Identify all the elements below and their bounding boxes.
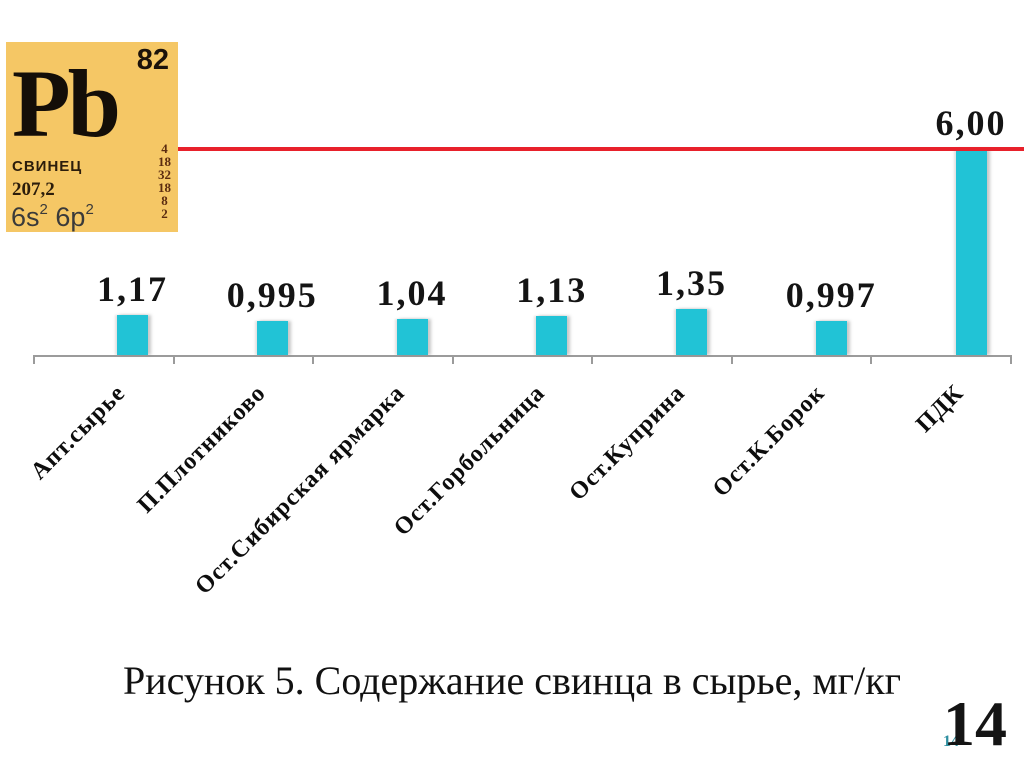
shell-count: 8 bbox=[161, 193, 168, 208]
shell-count: 32 bbox=[158, 167, 171, 182]
category-label: ПДК bbox=[911, 380, 970, 438]
axis-tick bbox=[870, 355, 873, 364]
element-name: СВИНЕЦ bbox=[12, 158, 83, 175]
element-card-pb: 82 Pb СВИНЕЦ 207,2 6s2 6p2 4 18 32 18 8 … bbox=[6, 42, 178, 232]
orbital-1: 6s bbox=[11, 202, 40, 232]
axis-tick bbox=[172, 355, 175, 364]
electron-configuration: 6s2 6p2 bbox=[11, 201, 94, 232]
orbital-1-superscript: 2 bbox=[39, 201, 48, 218]
category-label: Апт.сырье bbox=[26, 380, 131, 485]
bar-value-label: 6,00 bbox=[935, 103, 1007, 143]
shell-count: 2 bbox=[161, 206, 168, 221]
category-label: Ост.Горбольница bbox=[389, 380, 551, 542]
category-label: П.Плотниково bbox=[132, 380, 271, 519]
axis-tick bbox=[33, 355, 35, 364]
bar-7 bbox=[955, 149, 987, 355]
category-label: Ост.Куприна bbox=[564, 380, 690, 506]
axis-tick bbox=[591, 355, 594, 364]
shell-count: 18 bbox=[158, 154, 171, 169]
bar-value-label: 1,13 bbox=[516, 270, 588, 311]
page-number: 14 bbox=[943, 688, 1007, 759]
axis-tick bbox=[312, 355, 315, 364]
axis-tick bbox=[730, 355, 733, 364]
bar-1 bbox=[117, 314, 148, 355]
bar-value-label: 1,17 bbox=[97, 268, 168, 309]
figure-caption: Рисунок 5. Содержание свинца в сырье, мг… bbox=[122, 658, 902, 703]
axis-tick bbox=[451, 355, 454, 364]
category-label: Ост.К.Борок bbox=[707, 380, 830, 503]
pdk-threshold-line bbox=[178, 147, 1024, 151]
element-symbol: Pb bbox=[12, 50, 121, 157]
shell-count: 18 bbox=[158, 180, 171, 195]
shell-count: 4 bbox=[161, 141, 168, 156]
x-axis bbox=[33, 355, 1010, 357]
bar-value-label: 0,995 bbox=[226, 274, 318, 315]
bar-value-label: 1,04 bbox=[376, 273, 448, 314]
orbital-2: 6p bbox=[55, 202, 86, 232]
atomic-mass: 207,2 bbox=[12, 179, 55, 200]
bar-value-label: 0,997 bbox=[785, 274, 877, 315]
bar-4 bbox=[536, 316, 568, 355]
atomic-number: 82 bbox=[136, 44, 169, 76]
bar-6 bbox=[815, 320, 847, 355]
bar-5 bbox=[676, 308, 707, 355]
orbital-2-superscript: 2 bbox=[85, 201, 94, 218]
axis-tick bbox=[1010, 355, 1012, 364]
electron-shells: 4 18 32 18 8 2 bbox=[158, 142, 171, 220]
bar-3 bbox=[396, 319, 428, 355]
bar-value-label: 1,35 bbox=[656, 262, 727, 303]
bar-2 bbox=[256, 320, 288, 355]
slide-number-small: 14 bbox=[943, 733, 959, 750]
